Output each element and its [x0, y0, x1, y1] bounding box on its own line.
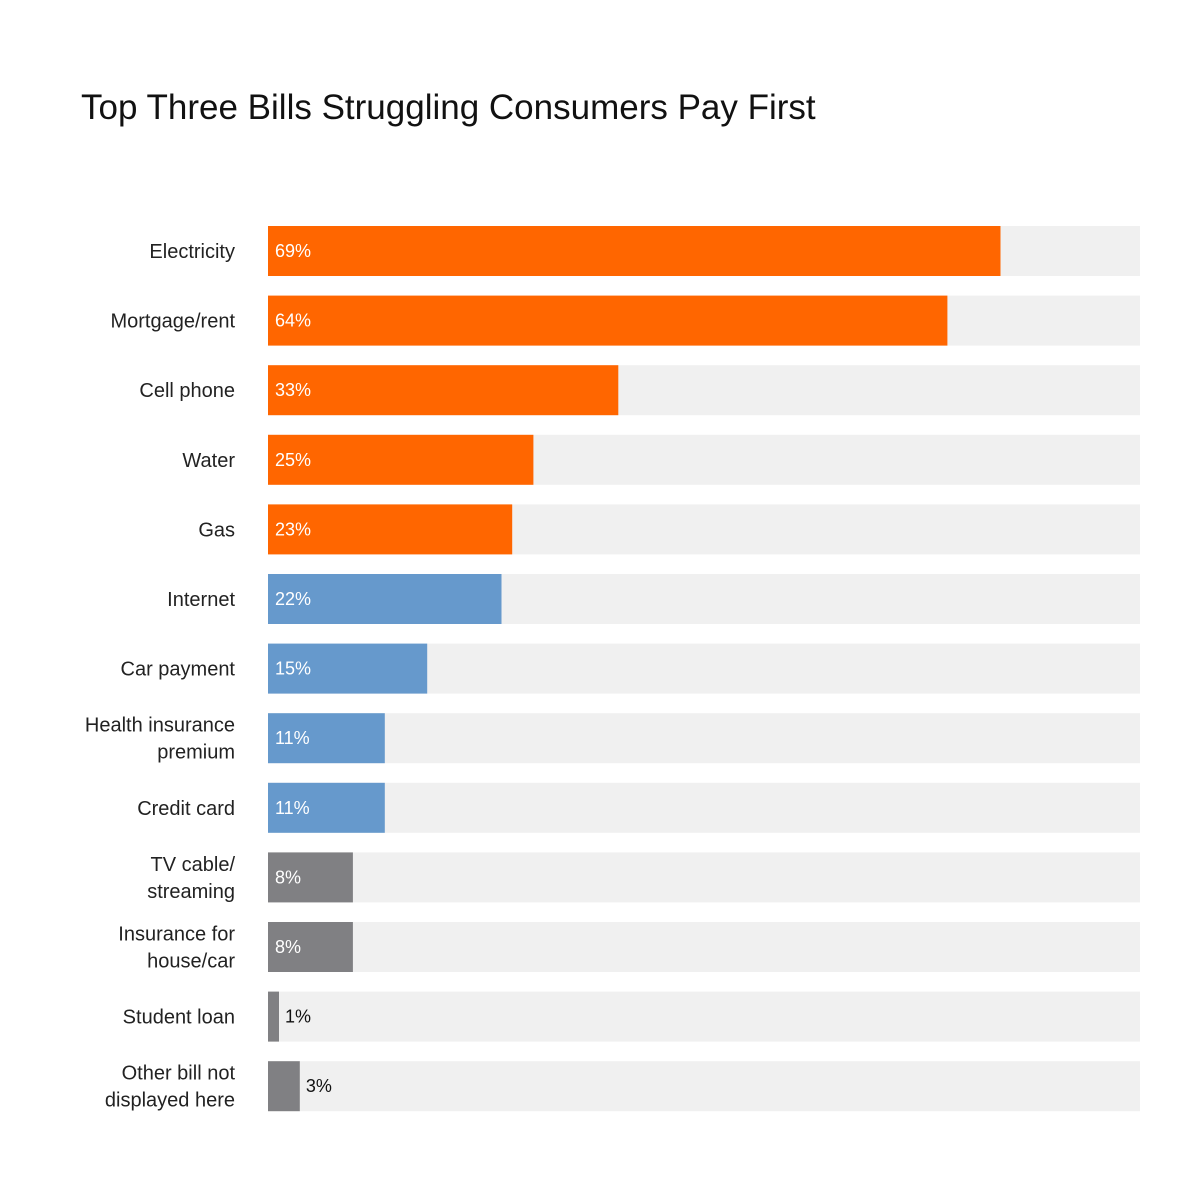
- category-label-car-payment: Car payment: [121, 659, 236, 681]
- value-label-internet: 22%: [275, 589, 311, 609]
- value-label-water: 25%: [275, 450, 311, 470]
- category-label-water: Water: [182, 450, 235, 472]
- category-label-insurance-for-house-car: Insurance for house/car: [118, 924, 235, 973]
- value-label-other-bill-not-displayed-here: 3%: [306, 1076, 332, 1096]
- value-label-student-loan: 1%: [285, 1007, 311, 1027]
- category-label-student-loan: Student loan: [123, 1007, 235, 1029]
- value-label-mortgage-rent: 64%: [275, 311, 311, 331]
- value-label-health-insurance-premium: 11%: [275, 728, 310, 748]
- category-label-health-insurance-premium: Health insurance premium: [85, 715, 235, 764]
- bar-track-health-insurance-premium: [268, 713, 1140, 764]
- category-label-cell-phone: Cell phone: [139, 380, 235, 402]
- category-label-tv-cable-streaming: TV cable/streaming: [147, 854, 235, 903]
- value-label-electricity: 69%: [275, 241, 311, 261]
- chart-title: Top Three Bills Struggling Consumers Pay…: [81, 88, 816, 127]
- bar-tv-cable-streaming: [268, 852, 353, 903]
- value-label-credit-card: 11%: [275, 798, 310, 818]
- category-label-mortgage-rent: Mortgage/rent: [110, 311, 235, 333]
- value-label-tv-cable-streaming: 8%: [275, 867, 301, 887]
- bar-car-payment: [268, 643, 428, 694]
- category-label-credit-card: Credit card: [137, 798, 235, 820]
- bar-student-loan: [268, 991, 279, 1042]
- bar-gas: [268, 504, 513, 555]
- category-label-gas: Gas: [198, 519, 235, 541]
- bar-track-student-loan: [268, 991, 1140, 1042]
- bar-insurance-for-house-car: [268, 922, 353, 972]
- bar-track-insurance-for-house-car: [268, 922, 1140, 972]
- bar-internet: [268, 574, 502, 624]
- bar-cell-phone: [268, 365, 619, 416]
- value-label-car-payment: 15%: [275, 659, 311, 679]
- bar-electricity: [268, 226, 1001, 276]
- value-label-cell-phone: 33%: [275, 380, 311, 400]
- category-label-internet: Internet: [167, 589, 235, 611]
- category-label-electricity: Electricity: [149, 241, 235, 263]
- bar-credit-card: [268, 782, 385, 833]
- bar-track-credit-card: [268, 782, 1140, 833]
- value-label-insurance-for-house-car: 8%: [275, 937, 301, 957]
- bar-track-other-bill-not-displayed-here: [268, 1061, 1140, 1112]
- bar-other-bill-not-displayed-here: [268, 1061, 300, 1112]
- category-label-other-bill-not-displayed-here: Other bill not displayed here: [105, 1063, 236, 1112]
- bar-mortgage-rent: [268, 295, 948, 346]
- bar-water: [268, 434, 534, 485]
- value-label-gas: 23%: [275, 519, 311, 539]
- bar-track-tv-cable-streaming: [268, 852, 1140, 903]
- bar-health-insurance-premium: [268, 713, 385, 764]
